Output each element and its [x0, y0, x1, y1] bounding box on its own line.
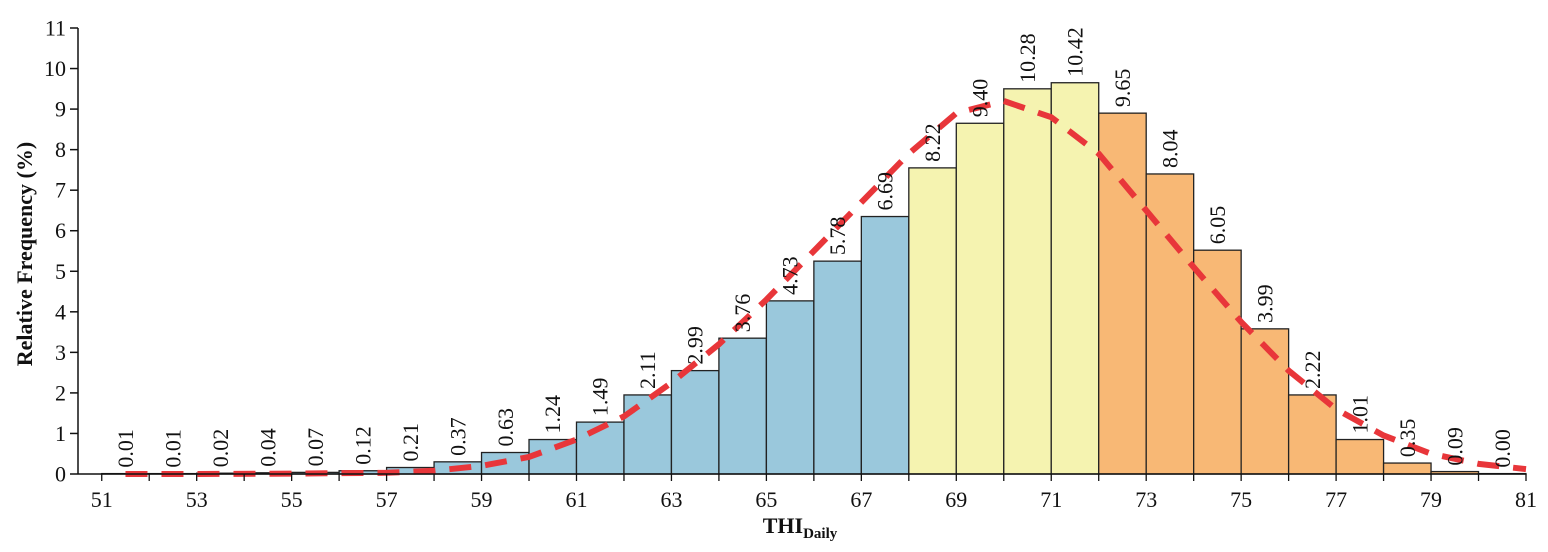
- histogram-bar: [1287, 394, 1337, 475]
- bar-value-label: 0.09: [1442, 427, 1467, 466]
- histogram-bar: [623, 394, 673, 475]
- bar-value-label: 0.04: [255, 428, 280, 467]
- y-tick-label: 3: [55, 340, 66, 365]
- x-tick-label: 61: [565, 487, 587, 512]
- y-tick-label: 0: [55, 462, 66, 487]
- bar-value-label: 1.24: [540, 395, 565, 434]
- histogram-bar: [1335, 438, 1385, 475]
- x-tick-label: 53: [186, 487, 208, 512]
- fitted-curve-group: [125, 97, 1527, 477]
- x-tick-label: 57: [376, 487, 398, 512]
- bar-value-label: 0.01: [160, 429, 185, 468]
- histogram-bar: [1050, 82, 1100, 475]
- bar-value-label: 3.76: [730, 294, 755, 333]
- y-tick-label: 6: [55, 218, 66, 243]
- histogram-bar: [765, 300, 815, 475]
- bar-value-label: 0.21: [398, 423, 423, 462]
- bar-value-label: 9.65: [1110, 69, 1135, 108]
- bar-value-label: 4.73: [778, 256, 803, 295]
- bar-value-label: 6.05: [1205, 206, 1230, 245]
- x-tick-label: 59: [471, 487, 493, 512]
- x-tick-label: 75: [1230, 487, 1252, 512]
- bar-value-label: 0.00: [1490, 429, 1515, 468]
- x-tick-label: 79: [1420, 487, 1442, 512]
- bar-value-label: 2.22: [1300, 350, 1325, 389]
- bar-value-label: 0.01: [113, 429, 138, 468]
- bar-value-label: 0.37: [445, 417, 470, 456]
- x-axis-title-main: THI: [763, 513, 803, 538]
- y-tick-label: 5: [55, 259, 66, 284]
- bar-value-label: 0.02: [208, 429, 233, 468]
- fitted-distribution-curve: [125, 97, 1527, 477]
- bar-value-label: 1.49: [588, 378, 613, 417]
- bar-value-label: 6.69: [873, 172, 898, 211]
- bar-labels-group: 0.01 0.01 0.02 0.04 0.07 0.12 0.21 0.37 0.63 1.24…: [113, 27, 1515, 467]
- y-tick-label: 8: [55, 137, 66, 162]
- histogram-bar: [1240, 328, 1290, 475]
- y-tick-label: 2: [55, 380, 66, 405]
- bar-value-label: 0.07: [303, 428, 328, 467]
- histogram-bar: [1382, 462, 1432, 475]
- histogram-bar: [1003, 88, 1052, 475]
- bar-value-label: 0.35: [1395, 419, 1420, 458]
- histogram-bar: [718, 337, 768, 475]
- histogram-bar: [813, 260, 862, 475]
- x-tick-label: 51: [91, 487, 113, 512]
- bar-value-label: 8.22: [920, 123, 945, 162]
- bar-value-label: 10.28: [1015, 33, 1040, 83]
- x-axis-title: THIDaily: [763, 513, 838, 542]
- bar-value-label: 8.04: [1157, 129, 1182, 168]
- y-tick-label: 7: [55, 178, 66, 203]
- histogram-bar: [1098, 112, 1147, 475]
- y-tick-label: 9: [55, 97, 66, 122]
- bar-value-label: 9.40: [968, 79, 993, 118]
- histogram-bar: [955, 122, 1005, 475]
- y-axis-title: Relative Frequency (%): [12, 142, 37, 366]
- x-tick-label: 71: [1040, 487, 1062, 512]
- bar-value-label: 2.11: [635, 351, 660, 389]
- bar-value-label: 1.01: [1347, 395, 1372, 434]
- y-tick-label: 10: [44, 56, 66, 81]
- x-tick-label: 77: [1325, 487, 1347, 512]
- bar-value-label: 10.42: [1062, 27, 1087, 77]
- x-tick-label: 67: [850, 487, 872, 512]
- bar-value-label: 5.78: [825, 217, 850, 256]
- bar-value-label: 0.63: [493, 408, 518, 447]
- bar-value-label: 0.12: [350, 426, 375, 465]
- x-tick-label: 73: [1135, 487, 1157, 512]
- x-tick-label: 65: [755, 487, 777, 512]
- y-tick-label: 1: [55, 421, 66, 446]
- x-tick-label: 55: [281, 487, 303, 512]
- x-axis-title-subscript: Daily: [803, 526, 838, 542]
- histogram-bar: [860, 215, 910, 475]
- histogram-bar: [1193, 249, 1242, 475]
- bars-group: [101, 82, 1527, 475]
- y-tick-label: 4: [55, 299, 66, 324]
- y-tick-label: 11: [45, 16, 66, 41]
- bar-value-label: 3.99: [1252, 284, 1277, 323]
- x-tick-label: 63: [660, 487, 682, 512]
- bar-value-label: 2.99: [683, 326, 708, 365]
- histogram-bar: [670, 369, 720, 475]
- histogram-bar: [908, 167, 957, 475]
- x-tick-label: 81: [1515, 487, 1537, 512]
- x-tick-label: 69: [945, 487, 967, 512]
